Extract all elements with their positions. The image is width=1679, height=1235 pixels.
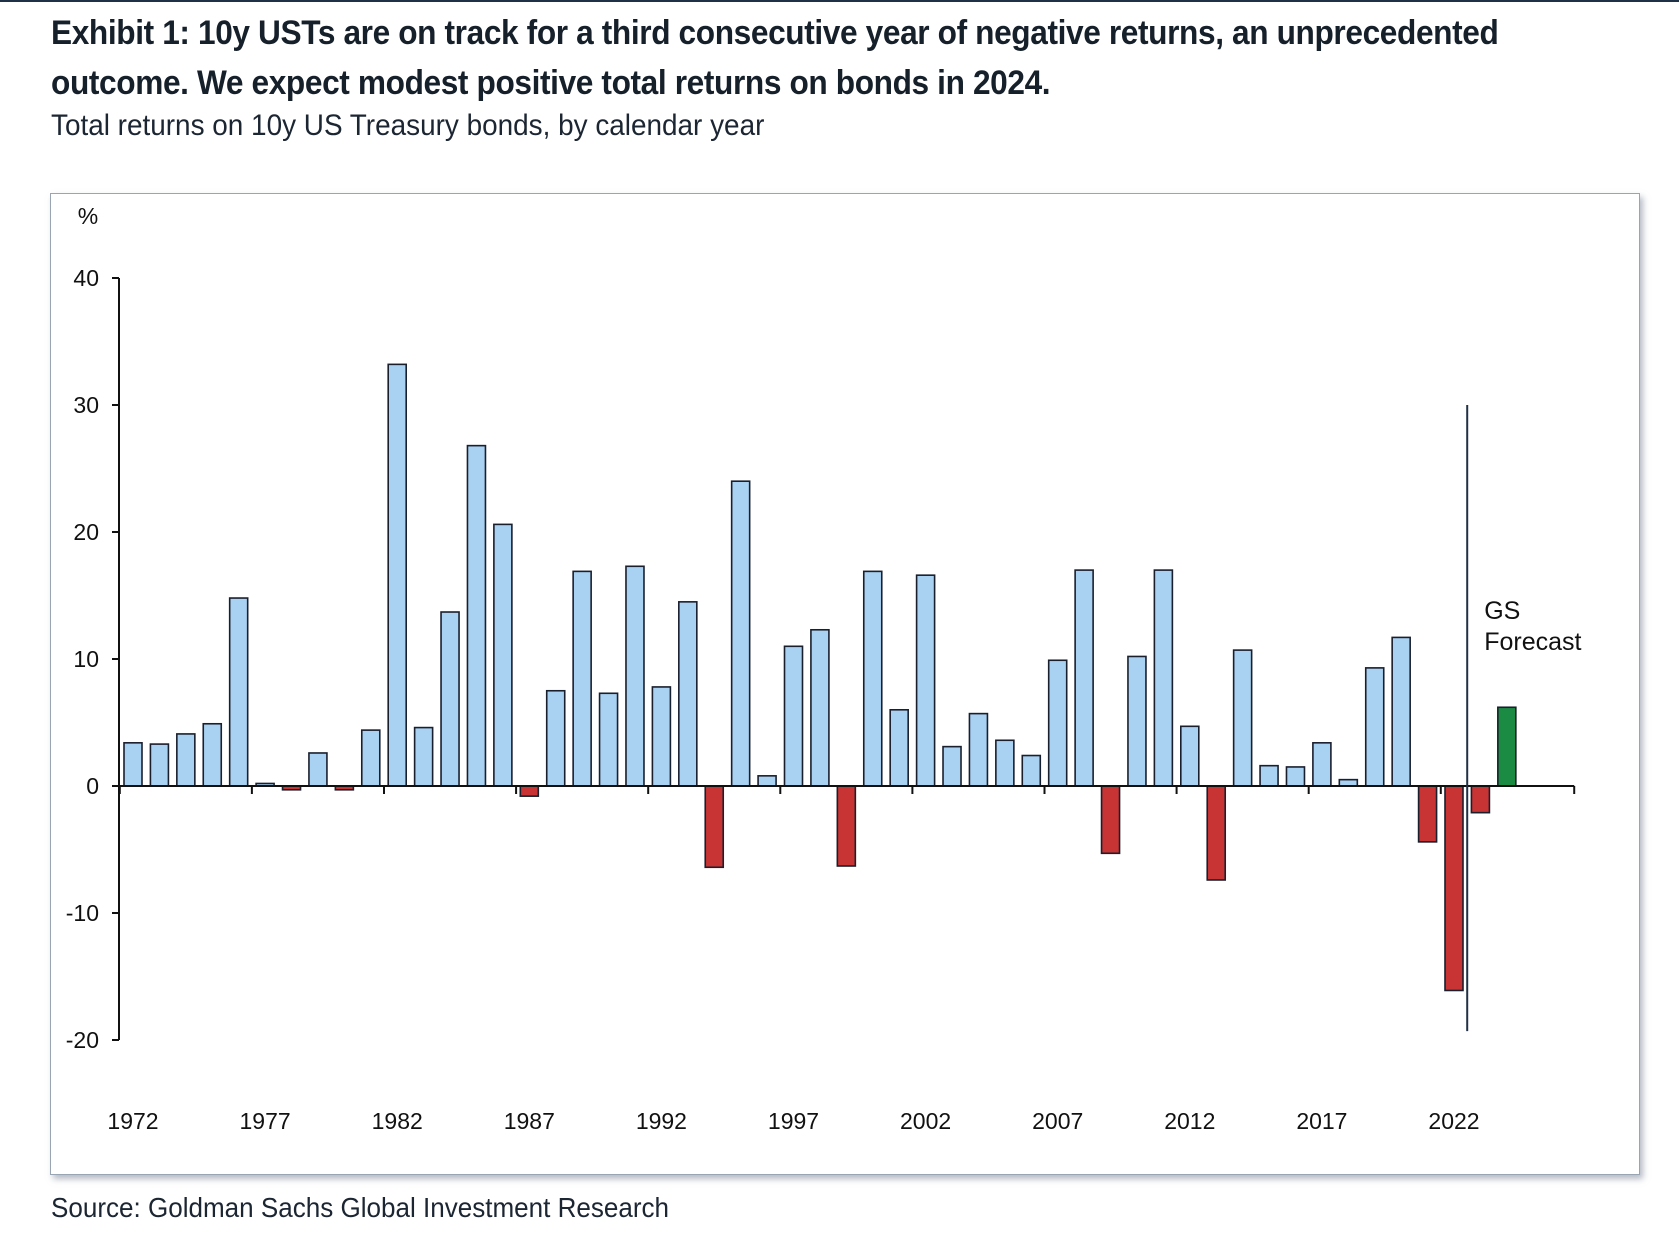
- bar-1989: [572, 570, 592, 787]
- bar-2021: [1417, 785, 1438, 843]
- bar-2007: [1047, 659, 1068, 787]
- bar-2005: [995, 739, 1015, 787]
- bar-2014: [1232, 649, 1253, 787]
- bar-2004: [968, 712, 989, 787]
- bar-1981: [360, 729, 381, 787]
- y-tick-label: 40: [73, 265, 99, 291]
- bar-1999: [836, 785, 857, 867]
- x-tick-label-2012: 2012: [1164, 1108, 1215, 1134]
- bar-1979: [308, 752, 328, 787]
- bar-2006: [1021, 754, 1042, 787]
- x-tick-label-1997: 1997: [768, 1108, 819, 1134]
- bar-1974: [176, 733, 196, 787]
- bar-1994: [704, 785, 725, 869]
- x-tick-label-1992: 1992: [636, 1108, 687, 1134]
- bar-1997: [783, 645, 804, 787]
- bar-1993: [678, 601, 698, 787]
- forecast-annotation-line: GS: [1484, 597, 1520, 625]
- bar-1988: [545, 689, 566, 787]
- bar-1990: [598, 692, 619, 787]
- x-tick-label-2017: 2017: [1296, 1108, 1347, 1134]
- bar-2011: [1153, 569, 1174, 787]
- source-note: Source: Goldman Sachs Global Investment …: [51, 1192, 670, 1223]
- forecast-annotation-line: Forecast: [1484, 628, 1581, 656]
- bar-2017: [1312, 742, 1332, 787]
- bar-2002: [915, 574, 936, 787]
- bar-2019: [1364, 667, 1385, 787]
- bar-2001: [889, 708, 909, 787]
- chart-title: Exhibit 1: 10y USTs are on track for a t…: [51, 14, 1499, 102]
- bar-2020: [1391, 636, 1411, 787]
- bar-2013: [1206, 785, 1227, 881]
- x-tick-label-1982: 1982: [372, 1108, 423, 1134]
- bar-chart: % -20 -10 0 10 20 30 40 1972 1977 1982 1987 1992 199…: [66, 203, 1582, 1134]
- x-tick-label-2007: 2007: [1032, 1108, 1083, 1134]
- bar-1995: [730, 480, 751, 787]
- chart-panel: % -20 -10 0 10 20 30 40 1972 1977 1982 1987 1992 199…: [50, 193, 1640, 1175]
- bar-1975: [202, 722, 223, 787]
- bar-2016: [1285, 766, 1306, 787]
- bar-2009: [1100, 785, 1121, 855]
- bar-2022: [1444, 785, 1464, 992]
- x-tick-label-2002: 2002: [900, 1108, 951, 1134]
- bar-1996: [757, 775, 777, 787]
- bar-2008: [1074, 569, 1094, 787]
- bar-2024: [1497, 706, 1517, 787]
- x-tick-label-1972: 1972: [107, 1108, 158, 1134]
- top-rule: [0, 0, 1679, 2]
- bar-1998: [810, 628, 830, 787]
- bar-1982: [387, 363, 408, 787]
- y-axis-unit-label: %: [78, 203, 98, 229]
- y-tick-label: 10: [73, 646, 99, 672]
- bar-1984: [440, 611, 460, 787]
- bar-1992: [651, 686, 672, 787]
- y-tick-label: -20: [66, 1027, 99, 1053]
- bar-1972: [123, 742, 143, 787]
- bar-1986: [493, 523, 513, 787]
- chart-subtitle: Total returns on 10y US Treasury bonds, …: [51, 109, 765, 142]
- bar-2012: [1180, 725, 1200, 787]
- x-tick-label-2022: 2022: [1428, 1108, 1479, 1134]
- bar-1973: [149, 743, 170, 787]
- y-tick-label: 20: [73, 519, 99, 545]
- bar-1987: [519, 785, 540, 797]
- bar-1983: [413, 726, 434, 787]
- x-tick-label-1987: 1987: [504, 1108, 555, 1134]
- bar-1991: [625, 565, 645, 787]
- bar-2015: [1259, 764, 1279, 787]
- bar-2023: [1470, 785, 1491, 814]
- bar-2000: [862, 570, 883, 787]
- y-tick-label: -10: [66, 900, 99, 926]
- bar-2003: [942, 745, 962, 787]
- bar-1976: [228, 597, 249, 787]
- y-tick-label: 0: [86, 773, 99, 799]
- y-tick-label: 30: [73, 392, 99, 418]
- bar-2010: [1127, 655, 1147, 787]
- bar-1985: [466, 444, 487, 787]
- x-tick-label-1977: 1977: [240, 1108, 291, 1134]
